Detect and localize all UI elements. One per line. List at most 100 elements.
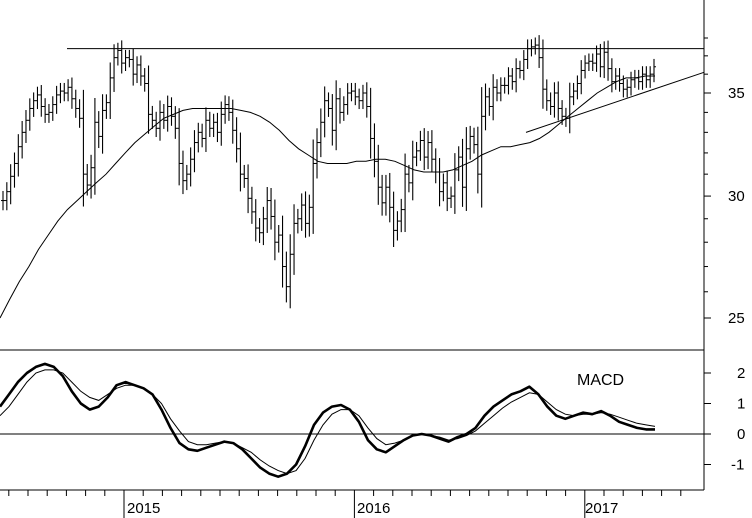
ohlc-bar (89, 154, 94, 199)
ohlc-bar (491, 74, 496, 121)
ohlc-bar (242, 164, 247, 188)
ohlc-bar (104, 94, 109, 119)
ohlc-bar (472, 127, 477, 154)
ohlc-bar (50, 96, 55, 121)
ohlc-bar (299, 193, 304, 231)
ohlc-bar (8, 164, 13, 205)
ohlc-bar (238, 132, 243, 192)
ohlc-bar (161, 103, 166, 129)
ohlc-bar (81, 89, 86, 207)
ohlc-bar (295, 208, 300, 234)
ohlc-bar (418, 130, 423, 161)
ohlc-bar (20, 120, 25, 159)
ohlc-bar (403, 153, 408, 233)
ohlc-bar (253, 199, 258, 242)
ohlc-bar (357, 88, 362, 110)
ohlc-bar (146, 65, 151, 134)
ohlc-bar (330, 94, 335, 146)
moving-average-line (0, 75, 655, 319)
ohlc-bar (560, 100, 565, 125)
ohlc-bar (449, 186, 454, 209)
ohlc-bar (452, 153, 457, 214)
macd-axis: -1 0 1 2 (704, 365, 745, 474)
ohlc-bar (510, 68, 515, 90)
price-panel: 25 30 35 (0, 0, 745, 490)
ohlc-bar (318, 108, 323, 158)
ohlc-bar (4, 182, 9, 211)
ohlc-bar (506, 67, 511, 95)
ohlc-bar (337, 87, 342, 124)
ohlc-bar (364, 82, 369, 118)
macd-tick-label: 2 (737, 365, 745, 382)
ohlc-bar (391, 191, 396, 248)
ohlc-bar (127, 49, 132, 68)
ohlc-bar (341, 96, 346, 121)
price-tick-label: 30 (728, 188, 745, 205)
ohlc-bar (150, 105, 155, 129)
ohlc-bar (69, 77, 74, 109)
ohlc-bar (58, 82, 63, 104)
x-axis-ticks (8, 490, 682, 518)
ohlc-bar (108, 62, 113, 120)
ohlc-bar (613, 68, 618, 90)
ohlc-bar (537, 35, 542, 68)
ohlc-bar (349, 82, 354, 102)
ohlc-bar (571, 82, 576, 106)
x-tick-label-2015: 2015 (127, 500, 160, 517)
ohlc-bar (257, 218, 262, 243)
ohlc-bar (625, 79, 630, 98)
ohlc-bar (276, 225, 281, 253)
ohlc-bar (23, 110, 28, 143)
ohlc-bar (464, 127, 469, 211)
ohlc-bar (602, 41, 607, 79)
ohlc-bar (521, 50, 526, 81)
ohlc-bar (368, 87, 373, 159)
ohlc-bar (456, 146, 461, 182)
ohlc-bar (376, 144, 381, 205)
support-trendline (525, 71, 705, 133)
ohlc-bar (77, 99, 82, 128)
ohlc-bar (35, 86, 40, 110)
ohlc-bar (96, 111, 101, 149)
ohlc-bar (609, 58, 614, 93)
ohlc-bar (158, 100, 163, 141)
ohlc-bar (92, 97, 97, 195)
ohlc-bar (487, 87, 492, 116)
ohlc-bar (533, 37, 538, 55)
ohlc-bar (43, 98, 48, 123)
ohlc-bar (517, 60, 522, 79)
ohlc-bar (594, 45, 599, 72)
ohlc-bar (200, 123, 205, 148)
ohlc-bar (234, 117, 239, 163)
ohlc-bar (556, 81, 561, 121)
ohlc-bar (119, 40, 124, 74)
ohlc-bar (380, 174, 385, 216)
ohlc-bar (468, 125, 473, 160)
ohlc-bar (66, 79, 71, 102)
ohlc-bar (265, 187, 270, 233)
ohlc-bar (169, 97, 174, 126)
ohlc-bar (548, 92, 553, 115)
ohlc-bar (211, 113, 216, 138)
ohlc-bar (115, 42, 120, 66)
ohlc-bar (586, 53, 591, 72)
ohlc-bar (192, 130, 197, 173)
price-axis: 25 30 35 (704, 37, 745, 327)
ohlc-bar (483, 83, 488, 131)
ohlc-bar (311, 139, 316, 234)
ohlc-bar (590, 53, 595, 72)
ohlc-bar (292, 204, 297, 275)
ohlc-bar (326, 92, 331, 117)
ohlc-bar (575, 75, 580, 100)
x-tick-label-2017: 2017 (585, 500, 618, 517)
ohlc-bar (100, 94, 105, 154)
ohlc-bar (196, 122, 201, 153)
macd-line (0, 362, 655, 479)
x-axis: 2015 2016 2017 (0, 489, 704, 518)
ohlc-bar (138, 55, 143, 86)
ohlc-bar (85, 163, 90, 196)
ohlc-bar (249, 186, 254, 224)
ohlc-bar (606, 40, 611, 81)
ohlc-bar (410, 140, 415, 201)
